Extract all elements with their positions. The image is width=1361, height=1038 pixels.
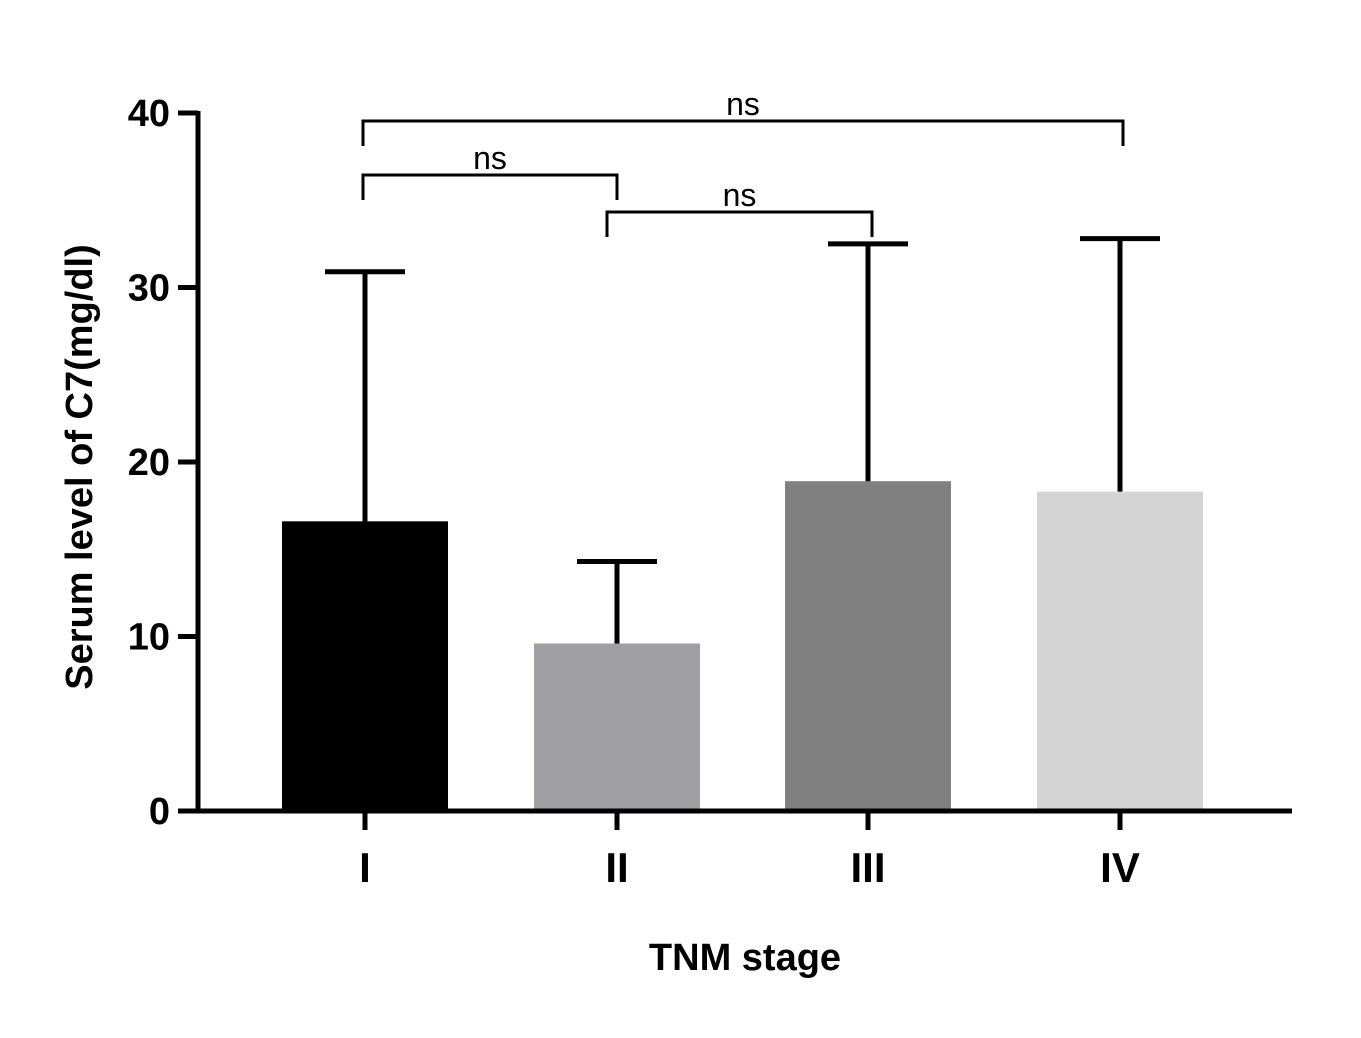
bar-IV: [1037, 491, 1203, 811]
significance-label: ns: [726, 86, 760, 122]
bar-III: [785, 481, 951, 811]
significance-label: ns: [473, 140, 507, 176]
y-tick-label: 0: [149, 791, 170, 833]
x-axis-label: TNM stage: [649, 937, 841, 979]
significance-bracket: [361, 119, 1125, 146]
bar-I: [282, 521, 448, 811]
bar-II: [534, 643, 700, 811]
significance-bracket: [605, 210, 874, 237]
x-tick-label: I: [359, 844, 371, 891]
significance-bracket: [361, 173, 619, 200]
y-tick-label: 20: [128, 442, 170, 484]
y-axis-label: Serum level of C7(mg/dl): [59, 244, 101, 690]
significance-label: ns: [723, 177, 757, 213]
x-tick-label: III: [850, 844, 885, 891]
y-tick-label: 30: [128, 268, 170, 310]
x-tick-label: II: [605, 844, 628, 891]
y-tick-label: 40: [128, 93, 170, 135]
y-tick-label: 10: [128, 617, 170, 659]
x-tick-label: IV: [1100, 844, 1140, 891]
